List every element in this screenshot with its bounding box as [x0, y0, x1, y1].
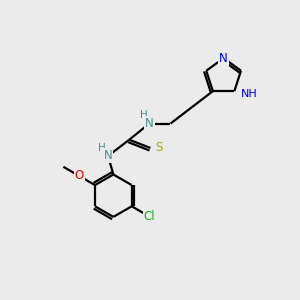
Text: NH: NH: [241, 88, 258, 98]
Text: H: H: [98, 143, 106, 153]
Text: Cl: Cl: [144, 210, 155, 223]
Text: N: N: [145, 117, 154, 130]
Text: N: N: [104, 149, 112, 162]
Text: O: O: [75, 169, 84, 182]
Text: H: H: [140, 110, 148, 120]
Text: S: S: [155, 142, 162, 154]
Text: N: N: [219, 52, 228, 64]
